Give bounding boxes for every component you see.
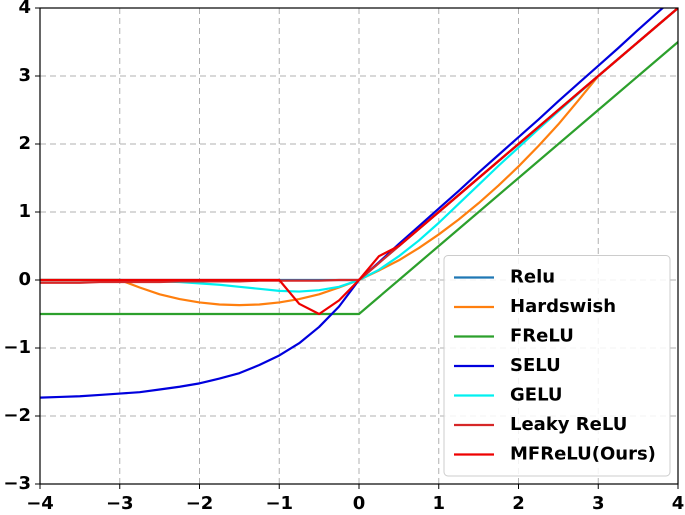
y-tick-label: 4 <box>18 0 31 18</box>
y-tick-label: 3 <box>18 65 31 86</box>
legend-label: MFReLU(Ours) <box>510 444 656 465</box>
x-tick-label: −3 <box>106 493 134 514</box>
x-tick-label: −4 <box>26 493 54 514</box>
y-tick-label: 0 <box>18 269 31 290</box>
y-tick-label: 2 <box>18 133 31 154</box>
x-tick-label: 2 <box>512 493 525 514</box>
legend-label: GELU <box>510 385 563 406</box>
series-line <box>40 41 678 316</box>
legend-box <box>443 255 671 477</box>
y-tick-label: −1 <box>3 337 31 358</box>
x-tick-label: 0 <box>353 493 366 514</box>
x-tick-label: 1 <box>432 493 445 514</box>
y-tick-label: 1 <box>18 201 31 222</box>
y-tick-label: −2 <box>3 405 31 426</box>
x-tick-label: 3 <box>592 493 605 514</box>
x-tick-label: 4 <box>672 493 685 514</box>
legend-label: Hardswish <box>510 296 616 317</box>
x-tick-label: −1 <box>265 493 293 514</box>
legend-label: FReLU <box>510 326 574 347</box>
x-tick-label: −2 <box>186 493 214 514</box>
y-tick-label: −3 <box>3 473 31 494</box>
series-line <box>40 8 678 316</box>
legend-label: Relu <box>510 267 555 288</box>
legend-label: SELU <box>510 355 561 376</box>
legend-label: Leaky ReLU <box>510 414 627 435</box>
